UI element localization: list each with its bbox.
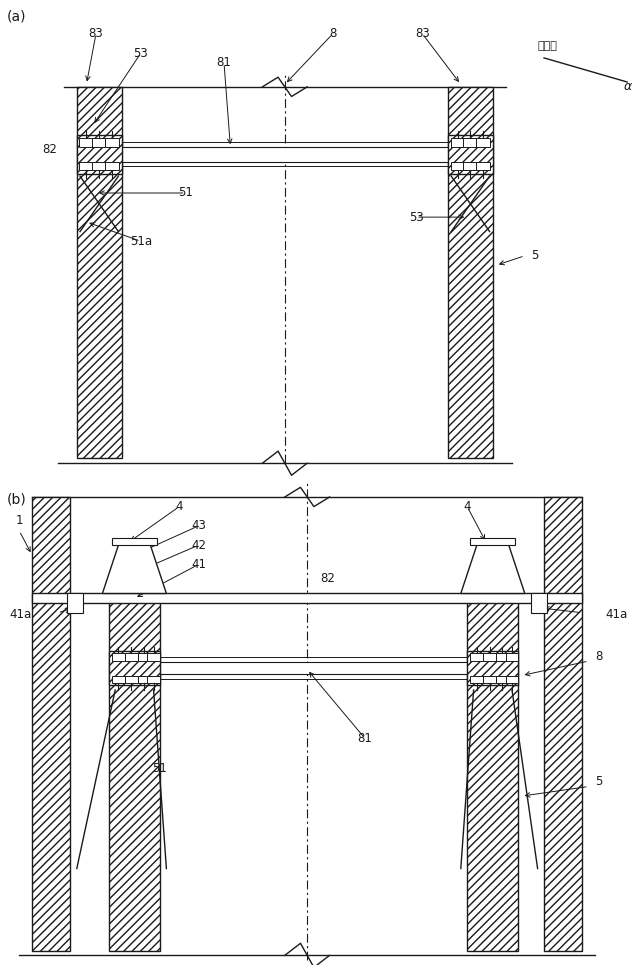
Bar — [483, 653, 496, 661]
Text: 83: 83 — [415, 27, 430, 41]
Bar — [138, 653, 150, 661]
Text: α: α — [624, 80, 632, 94]
Bar — [92, 162, 106, 170]
Text: (b): (b) — [6, 492, 26, 507]
Text: 82: 82 — [43, 143, 58, 156]
Bar — [463, 138, 477, 147]
Text: 53: 53 — [133, 46, 148, 60]
Bar — [109, 589, 160, 951]
Bar — [147, 676, 160, 683]
Text: (a): (a) — [6, 10, 26, 24]
Text: 51: 51 — [178, 186, 193, 200]
Text: 水平面: 水平面 — [538, 41, 557, 51]
Bar — [32, 593, 582, 603]
Bar — [467, 651, 518, 685]
Polygon shape — [102, 545, 166, 593]
Bar — [112, 653, 125, 661]
Text: 53: 53 — [408, 210, 424, 224]
Bar — [483, 676, 496, 683]
Text: 51: 51 — [152, 762, 168, 775]
Bar — [122, 148, 448, 162]
Text: 5: 5 — [595, 775, 603, 788]
Text: 41: 41 — [191, 558, 206, 571]
Bar — [147, 653, 160, 661]
Text: 5: 5 — [531, 249, 539, 262]
Text: 51a: 51a — [130, 234, 152, 248]
Bar — [92, 138, 106, 147]
Bar — [470, 538, 515, 545]
Bar — [506, 676, 518, 683]
Bar — [125, 676, 138, 683]
Text: 41a: 41a — [10, 608, 32, 620]
Text: 4: 4 — [175, 500, 183, 513]
Bar — [77, 135, 122, 174]
Bar — [451, 162, 465, 170]
Bar — [79, 162, 93, 170]
Text: 43: 43 — [191, 519, 206, 533]
Bar — [451, 138, 465, 147]
Bar — [32, 497, 70, 951]
Text: 1: 1 — [15, 513, 23, 527]
Bar — [496, 653, 509, 661]
Text: 82: 82 — [320, 572, 335, 586]
Text: 41a: 41a — [605, 608, 627, 620]
Bar — [544, 497, 582, 951]
Text: 81: 81 — [216, 56, 232, 69]
Bar — [448, 135, 493, 174]
Bar — [470, 653, 483, 661]
Bar — [112, 538, 157, 545]
Text: 42: 42 — [191, 538, 206, 552]
Bar — [467, 589, 518, 951]
Bar — [125, 653, 138, 661]
Bar — [476, 138, 490, 147]
Bar — [67, 593, 83, 613]
Bar — [105, 162, 119, 170]
Text: 81: 81 — [357, 731, 372, 745]
Text: 8: 8 — [329, 27, 337, 41]
Bar — [496, 676, 509, 683]
Text: 83: 83 — [88, 27, 104, 41]
Polygon shape — [461, 545, 525, 593]
Bar — [463, 162, 477, 170]
Bar — [531, 593, 547, 613]
Bar — [109, 651, 160, 685]
Bar — [77, 87, 122, 458]
Bar — [112, 676, 125, 683]
Bar — [448, 87, 493, 458]
Text: 8: 8 — [595, 649, 603, 663]
Bar — [79, 138, 93, 147]
Bar — [506, 653, 518, 661]
Text: 4: 4 — [463, 500, 471, 513]
Bar — [476, 162, 490, 170]
Bar — [105, 138, 119, 147]
Bar — [160, 662, 467, 675]
Bar — [470, 676, 483, 683]
Bar — [138, 676, 150, 683]
